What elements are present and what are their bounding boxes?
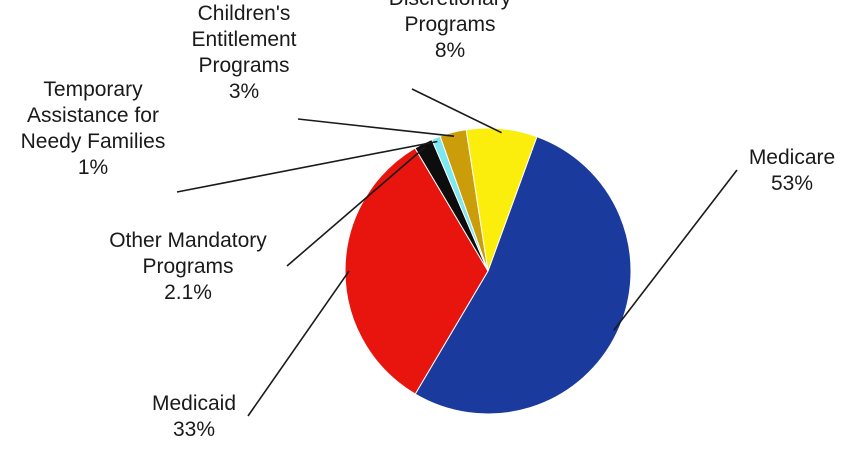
name-label: Assistance for (27, 104, 159, 127)
name-label: Entitlement (191, 28, 296, 51)
leader-line-medicare (613, 169, 738, 331)
value-label: 3% (229, 80, 259, 103)
name-label: Temporary (43, 78, 143, 101)
slice-medicare (414, 135, 632, 415)
leader-line-discretionary-programs (411, 88, 502, 134)
label-medicare: Medicare 53% (749, 146, 835, 195)
slice-medicaid (344, 147, 489, 395)
name-label: Discretionary (389, 0, 512, 10)
leader-lines (176, 88, 738, 417)
value-label: 1% (78, 156, 108, 179)
name-label: Medicare (749, 146, 835, 169)
leader-line-temporary-assistance-for-needy-families (176, 140, 438, 193)
value-label: 33% (173, 418, 215, 441)
leader-line-other-mandatory-programs (286, 146, 426, 267)
name-label: Medicaid (152, 392, 236, 415)
label-medicaid: Medicaid 33% (152, 392, 236, 441)
name-label: Needy Families (21, 130, 166, 153)
name-label: Programs (198, 54, 289, 77)
name-label: Children's (198, 2, 291, 25)
slice-labels: Medicare 53% Medicaid 33% Other Mandatory Pro… (21, 0, 836, 441)
leader-line-medicaid (247, 270, 350, 417)
value-label: 8% (435, 39, 465, 62)
name-label: Other Mandatory (109, 229, 267, 252)
label-children-s-entitlement-programs: Children's Entitlement Programs 3% (191, 2, 296, 103)
name-label: Programs (404, 13, 495, 36)
leader-line-children-s-entitlement-programs (297, 118, 455, 137)
label-temporary-assistance-for-needy-families: Temporary Assistance for Needy Families 1% (21, 78, 166, 179)
name-label: Programs (142, 255, 233, 278)
label-discretionary-programs: Discretionary Programs 8% (389, 0, 512, 62)
pie-slices (344, 127, 632, 415)
slice-discretionary-programs (465, 127, 538, 272)
label-other-mandatory-programs: Other Mandatory Programs 2.1% (109, 229, 267, 304)
value-label: 2.1% (164, 281, 212, 304)
value-label: 53% (771, 172, 813, 195)
